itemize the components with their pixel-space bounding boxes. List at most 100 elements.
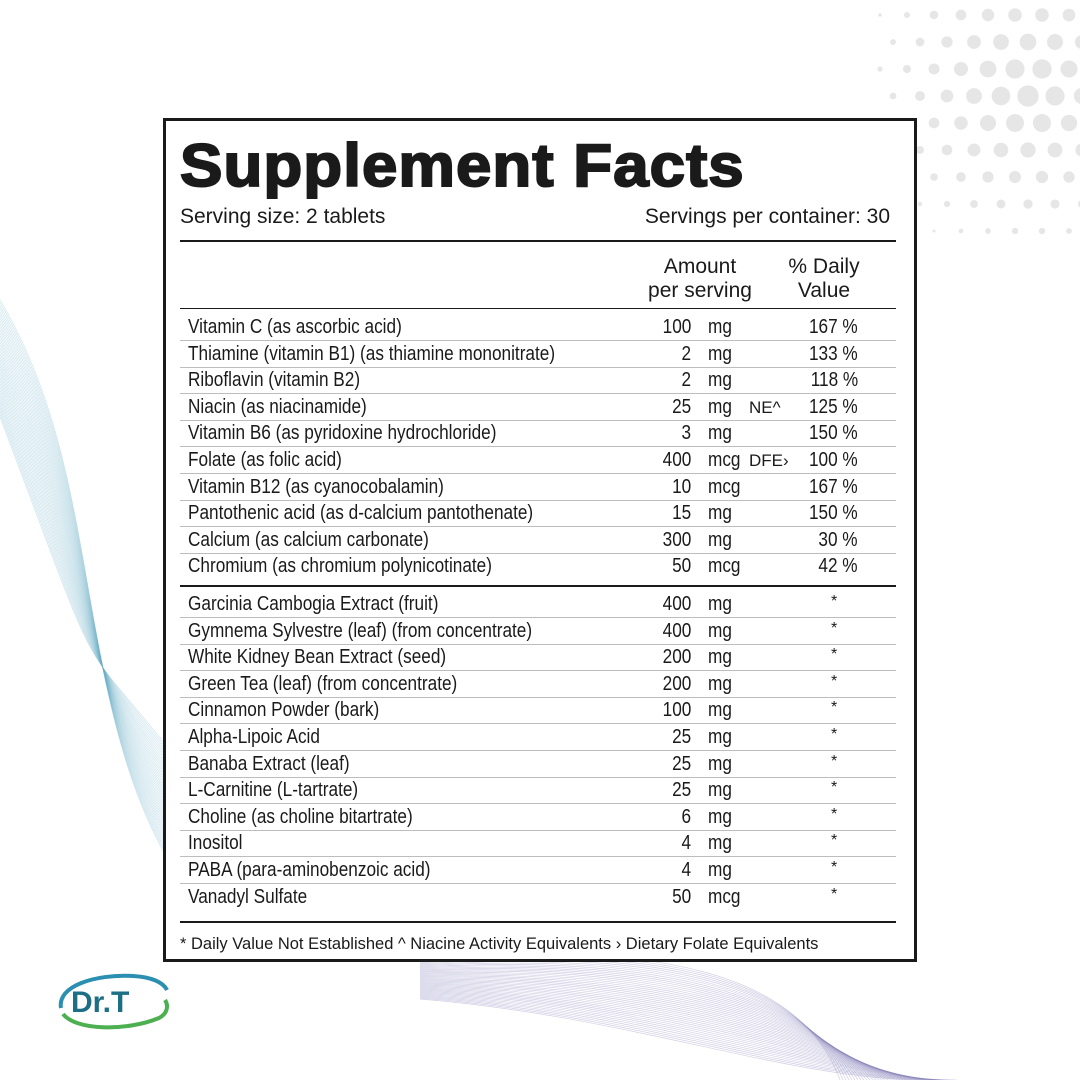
daily-value: 125 % xyxy=(809,395,858,418)
ingredient-unit: mcg xyxy=(708,449,741,471)
ingredient-row: Thiamine (vitamin B1) (as thiamine monon… xyxy=(180,341,896,368)
decorative-dot xyxy=(956,172,966,182)
amount-header-line1: Amount xyxy=(663,255,737,278)
ingredient-row: Garcinia Cambogia Extract (fruit) 400 mg * xyxy=(180,591,896,618)
ingredient-unit: mcg xyxy=(708,885,741,908)
ingredient-name: Thiamine (vitamin B1) (as thiamine monon… xyxy=(188,342,556,365)
ingredient-amount: 10 xyxy=(671,475,691,498)
ingredient-amount: 25 xyxy=(671,726,691,748)
panel-title: Supplement Facts xyxy=(179,131,745,200)
ingredient-amount: 50 xyxy=(671,555,691,578)
decorative-dot xyxy=(958,228,964,234)
decorative-dot xyxy=(928,117,940,129)
ingredient-unit: mcg xyxy=(708,475,741,498)
ingredient-name: Cinnamon Powder (bark) xyxy=(188,699,380,722)
decorative-dot xyxy=(1032,59,1052,79)
ingredient-amount: 400 xyxy=(662,593,691,615)
decorative-dot xyxy=(1023,199,1033,209)
ingredient-row: Calcium (as calcium carbonate) 300 mg 30 % xyxy=(180,527,896,554)
daily-value: * xyxy=(831,805,838,823)
svg-text:Dr.T: Dr.T xyxy=(71,986,129,1019)
ingredient-row: L-Carnitine (L-tartrate) 25 mg * xyxy=(180,777,896,805)
decorative-dot xyxy=(1060,114,1078,132)
daily-value: 150 % xyxy=(809,502,858,525)
ingredient-unit: mg xyxy=(708,646,732,669)
decorative-dot xyxy=(915,145,925,155)
decorative-dot xyxy=(1077,200,1080,208)
decorative-dot xyxy=(1008,170,1022,184)
unit-qualifier: NE^ xyxy=(749,397,781,417)
ingredient-row: Vitamin B12 (as cyanocobalamin) 10 mcg 167 … xyxy=(180,474,896,501)
decorative-dot xyxy=(993,142,1009,158)
decorative-dot xyxy=(1038,227,1046,235)
daily-value: * xyxy=(831,593,838,610)
ingredient-row: Vitamin C (as ascorbic acid) 100 mg 167 % xyxy=(180,314,896,341)
ingredient-row: White Kidney Bean Extract (seed) 200 mg * xyxy=(180,644,896,672)
ingredient-amount: 25 xyxy=(671,395,691,418)
ingredient-unit: mg xyxy=(708,528,732,551)
daily-value: * xyxy=(831,859,838,876)
ingredient-amount: 50 xyxy=(671,885,691,908)
ingredient-name: Vitamin B12 (as cyanocobalamin) xyxy=(188,475,444,498)
ingredient-name: White Kidney Bean Extract (seed) xyxy=(188,646,447,669)
ingredient-name: Riboflavin (vitamin B2) xyxy=(188,369,361,392)
ingredient-unit: mg xyxy=(708,316,732,338)
ingredient-row: Vanadyl Sulfate 50 mcg * xyxy=(180,884,896,910)
decorative-dot xyxy=(1074,35,1080,49)
decorative-dot xyxy=(902,64,912,74)
ingredient-unit: mg xyxy=(708,672,732,695)
decorative-dot xyxy=(1017,85,1039,107)
decorative-dot xyxy=(878,13,882,17)
ingredient-unit: mg xyxy=(708,805,732,828)
serving-size: Serving size: 2 tablets xyxy=(180,205,386,228)
divider xyxy=(180,585,896,587)
decorative-dot xyxy=(941,144,953,156)
decorative-dot xyxy=(954,116,968,130)
daily-value: * xyxy=(831,885,838,903)
daily-value: * xyxy=(831,752,838,770)
ingredient-unit: mg xyxy=(708,619,732,642)
decorative-dot xyxy=(1073,88,1080,104)
decorative-dot xyxy=(991,86,1011,106)
decorative-dot xyxy=(1005,59,1025,79)
ingredient-row: Pantothenic acid (as d-calcium pantothen… xyxy=(180,500,896,528)
ingredient-amount: 4 xyxy=(681,832,691,855)
decorative-dot xyxy=(1045,86,1065,106)
ingredient-row: Choline (as choline bitartrate) 6 mg * xyxy=(180,804,896,831)
ingredient-amount: 100 xyxy=(662,699,691,722)
decorative-dot xyxy=(966,88,982,104)
divider xyxy=(180,240,896,242)
ingredient-row: Folate (as folic acid) 400 mcg DFE› 100 % xyxy=(180,447,896,474)
ingredient-name: Green Tea (leaf) (from concentrate) xyxy=(188,672,458,695)
ingredient-name: Garcinia Cambogia Extract (fruit) xyxy=(188,593,439,615)
decorative-dot xyxy=(1020,142,1036,158)
ingredient-unit: mg xyxy=(708,422,732,445)
ingredient-row: Chromium (as chromium polynicotinate) 50 m… xyxy=(180,553,896,579)
ingredient-amount: 15 xyxy=(671,502,691,525)
ingredient-name: PABA (para-aminobenzoic acid) xyxy=(188,859,431,881)
ingredient-amount: 400 xyxy=(662,619,691,642)
decorative-dot xyxy=(979,60,997,78)
ingredient-name: Folate (as folic acid) xyxy=(188,449,342,471)
ingredient-name: L-Carnitine (L-tartrate) xyxy=(188,779,359,802)
ingredient-amount: 25 xyxy=(671,752,691,775)
ingredient-unit: mg xyxy=(708,726,732,748)
decorative-dot xyxy=(877,66,883,72)
ingredient-unit: mg xyxy=(708,502,732,525)
decorative-dot xyxy=(970,200,978,208)
ingredient-row: Riboflavin (vitamin B2) 2 mg 118 % xyxy=(180,367,896,395)
ingredient-name: Inositol xyxy=(188,832,243,855)
daily-value: * xyxy=(831,646,838,664)
daily-value: * xyxy=(831,699,838,717)
decorative-dot xyxy=(996,199,1006,209)
daily-value: 100 % xyxy=(809,449,858,471)
dv-header-line1: % Daily xyxy=(788,255,860,278)
decorative-dot xyxy=(1019,33,1037,51)
decorative-dot xyxy=(890,39,896,45)
unit-qualifier: DFE› xyxy=(749,451,789,470)
ingredient-name: Chromium (as chromium polynicotinate) xyxy=(188,555,492,578)
decorative-dot xyxy=(940,89,954,103)
amount-header: Amount per serving xyxy=(636,255,764,303)
decorative-dot xyxy=(1032,113,1052,133)
ingredient-name: Choline (as choline bitartrate) xyxy=(188,805,413,828)
